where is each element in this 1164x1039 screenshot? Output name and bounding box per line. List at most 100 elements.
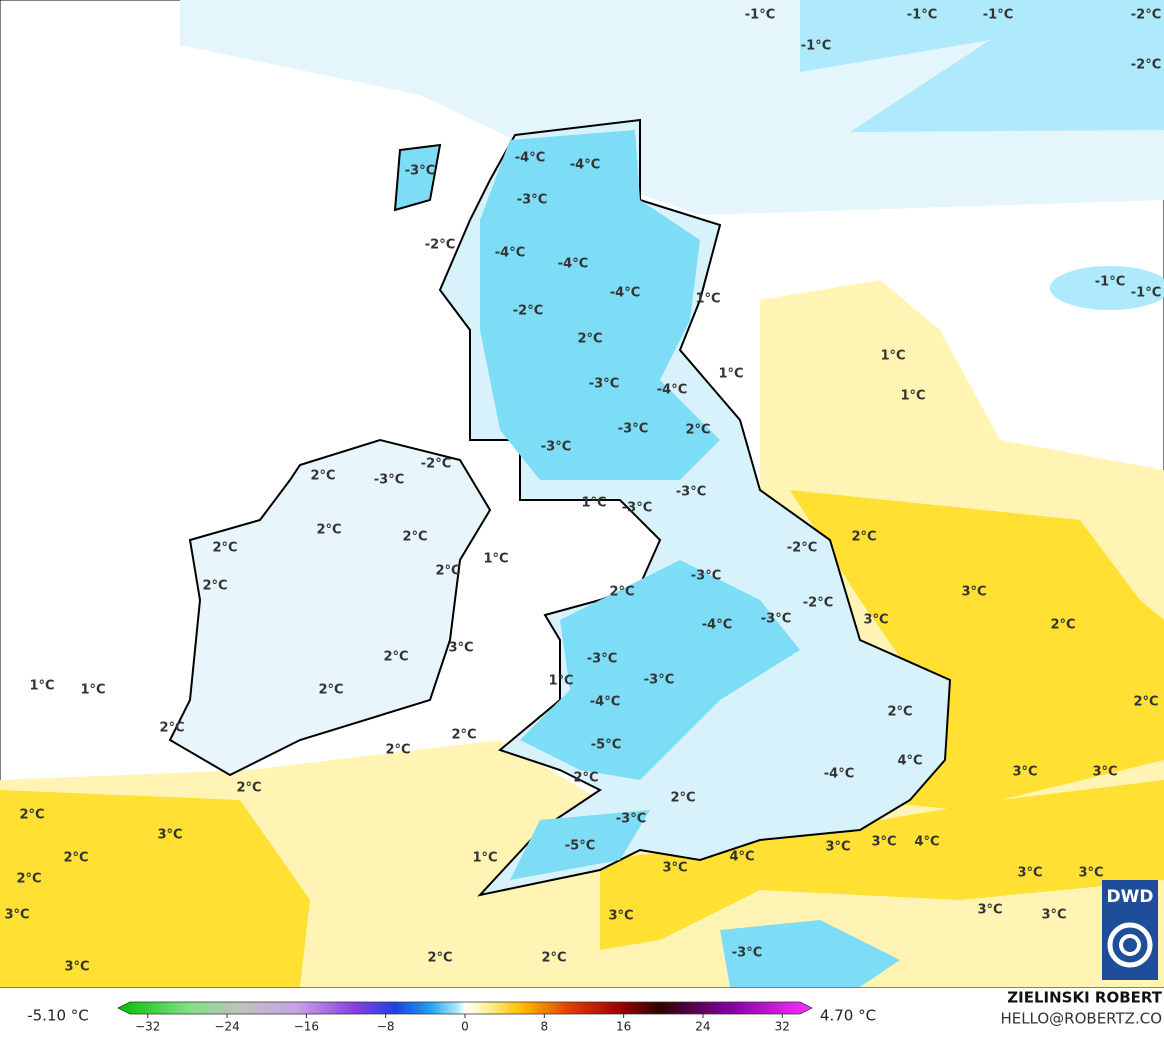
- temperature-label: -3°C: [589, 377, 619, 392]
- temperature-label: 1°C: [483, 552, 508, 567]
- cold-zone: [1050, 266, 1164, 310]
- temperature-label: -3°C: [761, 612, 791, 627]
- temperature-label: -1°C: [745, 8, 775, 23]
- temperature-label: 2°C: [451, 728, 476, 743]
- temperature-labels: -1°C -1°C -1°C -2°C -1°C -2°C -4°C -4°C -3°C -3°C…: [4, 8, 1161, 975]
- temperature-label: 1°C: [718, 367, 743, 382]
- colorbar-tick-label: −32: [135, 1020, 160, 1034]
- temperature-label: 3°C: [1078, 866, 1103, 881]
- temperature-label: -1°C: [907, 8, 937, 23]
- temperature-label: 3°C: [825, 840, 850, 855]
- colorbar-tick-label: −8: [377, 1020, 395, 1034]
- temperature-label: -3°C: [587, 652, 617, 667]
- temperature-label: 2°C: [427, 951, 452, 966]
- cold-zone: [520, 560, 800, 780]
- temperature-label: -3°C: [541, 440, 571, 455]
- temperature-label: 3°C: [1041, 908, 1066, 923]
- temperature-label: -3°C: [374, 473, 404, 488]
- temperature-label: -4°C: [610, 286, 640, 301]
- min-label: -5.10 °C: [27, 1007, 89, 1025]
- colorbar-tick-label: 16: [616, 1020, 631, 1034]
- colorbar-tick-label: −24: [214, 1020, 239, 1034]
- temperature-label: 3°C: [608, 909, 633, 924]
- logo-spiral: [1119, 934, 1141, 956]
- temperature-label: 2°C: [159, 721, 184, 736]
- temperature-label: -5°C: [591, 738, 621, 753]
- temperature-label: -4°C: [590, 695, 620, 710]
- temperature-label: 2°C: [541, 951, 566, 966]
- temperature-label: -4°C: [657, 383, 687, 398]
- temperature-label: 3°C: [4, 908, 29, 923]
- warm-zone: [0, 790, 310, 987]
- temperature-label: 2°C: [577, 332, 602, 347]
- temperature-label: 2°C: [316, 523, 341, 538]
- temperature-label: 3°C: [961, 585, 986, 600]
- temperature-label: -4°C: [495, 246, 525, 261]
- temperature-label: 3°C: [1012, 765, 1037, 780]
- temperature-label: -3°C: [517, 193, 547, 208]
- temperature-label: 1°C: [581, 496, 606, 511]
- temperature-label: -1°C: [983, 8, 1013, 23]
- temperature-label: 2°C: [609, 585, 634, 600]
- temperature-label: 1°C: [548, 674, 573, 689]
- temperature-label: -2°C: [425, 238, 455, 253]
- dwd-logo: DWD: [1102, 880, 1158, 980]
- logo-text: DWD: [1107, 887, 1154, 907]
- temperature-label: 1°C: [29, 679, 54, 694]
- temperature-label: 2°C: [212, 541, 237, 556]
- temperature-label: 4°C: [729, 850, 754, 865]
- temperature-label: 3°C: [871, 835, 896, 850]
- temperature-label: 2°C: [670, 791, 695, 806]
- temperature-label: 2°C: [383, 650, 408, 665]
- map-area: -1°C -1°C -1°C -2°C -1°C -2°C -4°C -4°C -3°C -3°C…: [0, 0, 1164, 988]
- temperature-label: 3°C: [1017, 866, 1042, 881]
- temperature-label: -4°C: [570, 158, 600, 173]
- credit-name: ZIELINSKI ROBERT: [1007, 989, 1162, 1007]
- logo-spiral: [1107, 922, 1153, 968]
- temperature-label: 2°C: [573, 771, 598, 786]
- temperature-label: -4°C: [515, 151, 545, 166]
- temperature-label: 2°C: [16, 872, 41, 887]
- temperature-label: -4°C: [702, 618, 732, 633]
- temperature-label: -2°C: [421, 457, 451, 472]
- temperature-label: 2°C: [402, 530, 427, 545]
- cold-zone: [800, 0, 1164, 132]
- temperature-label: -5°C: [565, 839, 595, 854]
- temperature-label: 3°C: [662, 861, 687, 876]
- temperature-label: 4°C: [897, 754, 922, 769]
- temperature-label: -2°C: [787, 541, 817, 556]
- temperature-label: -1°C: [1131, 286, 1161, 301]
- temperature-label: -4°C: [824, 767, 854, 782]
- colorbar-tick-label: 24: [695, 1020, 710, 1034]
- colorbar-tick-label: 0: [461, 1020, 469, 1034]
- temperature-label: 2°C: [435, 564, 460, 579]
- island: [393, 143, 442, 212]
- temperature-label: 2°C: [19, 808, 44, 823]
- colorbar-tick-label: 8: [540, 1020, 548, 1034]
- temperature-label: -2°C: [1131, 8, 1161, 23]
- temperature-label: 3°C: [1092, 765, 1117, 780]
- temperature-label: 2°C: [1050, 618, 1075, 633]
- temperature-label: -3°C: [732, 946, 762, 961]
- colorbar-scale: [117, 1001, 813, 1015]
- cold-zone: [720, 920, 900, 987]
- temperature-label: 2°C: [685, 423, 710, 438]
- temperature-label: -3°C: [644, 673, 674, 688]
- temperature-label: -3°C: [616, 812, 646, 827]
- temperature-label: -4°C: [558, 257, 588, 272]
- temperature-label: 1°C: [695, 292, 720, 307]
- temperature-label: 1°C: [472, 851, 497, 866]
- temperature-label: 1°C: [900, 389, 925, 404]
- cold-zone: [180, 0, 1164, 215]
- temperature-label: 2°C: [887, 705, 912, 720]
- temperature-label: -3°C: [405, 164, 435, 179]
- temperature-label: 2°C: [318, 683, 343, 698]
- cold-zone: [510, 810, 650, 880]
- temperature-label: 2°C: [385, 743, 410, 758]
- temperature-label: -2°C: [513, 304, 543, 319]
- temperature-label: 4°C: [914, 835, 939, 850]
- temperature-label: -3°C: [676, 485, 706, 500]
- temperature-label: 2°C: [202, 579, 227, 594]
- temperature-label: -3°C: [622, 501, 652, 516]
